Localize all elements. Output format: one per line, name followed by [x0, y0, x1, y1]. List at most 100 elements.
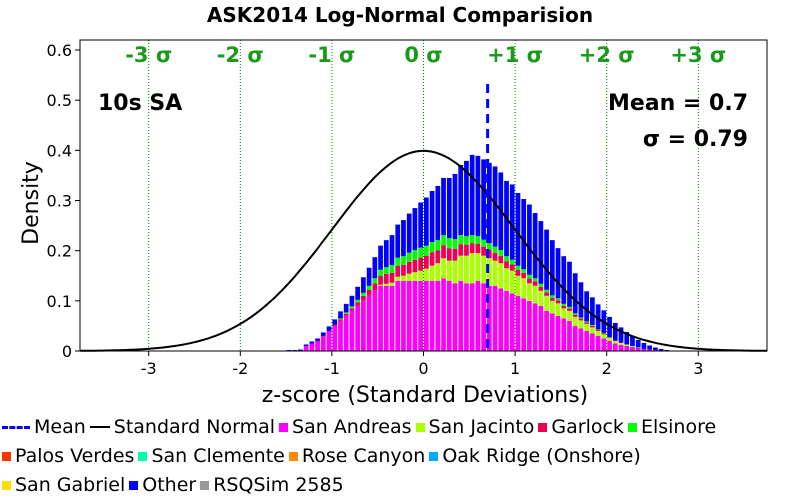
bar-segment — [406, 280, 412, 351]
bar-segment — [452, 239, 458, 249]
bar-segment — [343, 312, 349, 314]
bar-segment — [635, 347, 641, 348]
bar-segment — [527, 300, 532, 351]
bar-segment — [355, 305, 361, 351]
bar-segment — [521, 269, 527, 273]
bar-segment — [406, 261, 412, 274]
bar-segment — [561, 318, 567, 351]
bar-segment — [452, 283, 458, 351]
bar-segment — [555, 248, 561, 299]
legend-label: Mean — [34, 416, 86, 438]
x-tick-label: -3 — [141, 359, 157, 378]
bar-segment — [607, 316, 612, 337]
bar-segment — [446, 238, 452, 249]
bar-segment — [372, 283, 378, 291]
bar-segment — [492, 246, 498, 253]
bar-segment — [424, 280, 429, 351]
bar-segment — [429, 190, 435, 243]
bar-segment — [366, 267, 372, 286]
bar-segment — [464, 244, 469, 256]
bar-segment — [647, 345, 652, 350]
legend-swatch — [538, 422, 548, 432]
x-tick-label: 2 — [602, 359, 612, 378]
bar-segment — [315, 338, 320, 341]
sigma-label: +3 σ — [670, 43, 726, 67]
bar-segment — [378, 284, 383, 286]
bar-segment — [372, 278, 378, 284]
bar-segment — [509, 264, 515, 271]
bar-segment — [498, 263, 504, 289]
legend-swatch — [129, 480, 139, 490]
bar-segment — [618, 327, 624, 343]
bar-segment — [338, 311, 343, 319]
bar-segment — [378, 269, 383, 276]
bar-segment — [515, 192, 521, 266]
x-tick-label: -1 — [324, 359, 340, 378]
legend-item: San Andreas — [279, 414, 412, 440]
legend-label: Elsinore — [640, 416, 717, 438]
bar-segment — [590, 324, 595, 326]
bar-segment — [309, 343, 315, 351]
bar-segment — [464, 236, 469, 245]
bar-segment — [595, 335, 601, 351]
bar-segment — [607, 336, 612, 338]
bar-segment — [406, 252, 412, 262]
sigma-label: -3 σ — [125, 43, 172, 67]
bar-segment — [498, 255, 504, 264]
x-tick-label: 0 — [418, 359, 428, 378]
bar-segment — [343, 315, 349, 351]
bar-segment — [401, 280, 406, 351]
bar-segment — [441, 235, 446, 246]
legend-swatch — [627, 422, 637, 432]
bar-segment — [481, 246, 486, 256]
bar-segment — [492, 260, 498, 286]
bar-segment — [567, 320, 572, 351]
x-tick-label: 3 — [693, 359, 703, 378]
bar-segment — [481, 239, 486, 247]
bar-segment — [452, 260, 458, 284]
bar-segment — [561, 308, 567, 319]
bar-segment — [389, 285, 395, 351]
y-tick-label: 0.3 — [47, 192, 72, 211]
bar-segment — [653, 349, 658, 351]
bar-segment — [361, 277, 366, 293]
bar-segment — [584, 322, 590, 324]
bar-segment — [515, 265, 521, 270]
bar-segment — [378, 245, 383, 270]
bar-segment — [572, 314, 578, 317]
bar-segment — [332, 325, 338, 351]
bar-segment — [509, 184, 515, 260]
bar-segment — [549, 240, 555, 296]
bar-segment — [309, 341, 315, 344]
bar-segment — [429, 242, 435, 253]
bar-segment — [504, 268, 509, 291]
bar-segment — [349, 295, 355, 307]
bar-segment — [326, 330, 332, 351]
bar-segment — [418, 202, 423, 248]
y-tick-label: 0.1 — [47, 292, 72, 311]
bar-segment — [441, 278, 446, 351]
bar-segment — [515, 275, 521, 296]
bar-segment — [515, 295, 521, 351]
bar-segment — [458, 255, 464, 281]
bar-segment — [549, 313, 555, 351]
bar-segment — [486, 258, 492, 286]
legend-label: Standard Normal — [113, 416, 276, 438]
bar-segment — [355, 302, 361, 306]
bar-segment — [401, 264, 406, 276]
legend-swatch — [279, 422, 289, 432]
bar-segment — [389, 265, 395, 273]
bar-segment — [452, 248, 458, 261]
sigma-label: +2 σ — [579, 43, 635, 67]
bar-segment — [349, 310, 355, 351]
bar-segment — [424, 197, 429, 246]
bar-segment — [567, 310, 572, 321]
bar-segment — [378, 275, 383, 285]
bar-segment — [612, 343, 618, 351]
bar-segment — [469, 243, 475, 254]
bar-segment — [515, 269, 521, 276]
bar-segment — [395, 257, 401, 266]
bar-segment — [607, 337, 612, 341]
bar-segment — [406, 213, 412, 253]
